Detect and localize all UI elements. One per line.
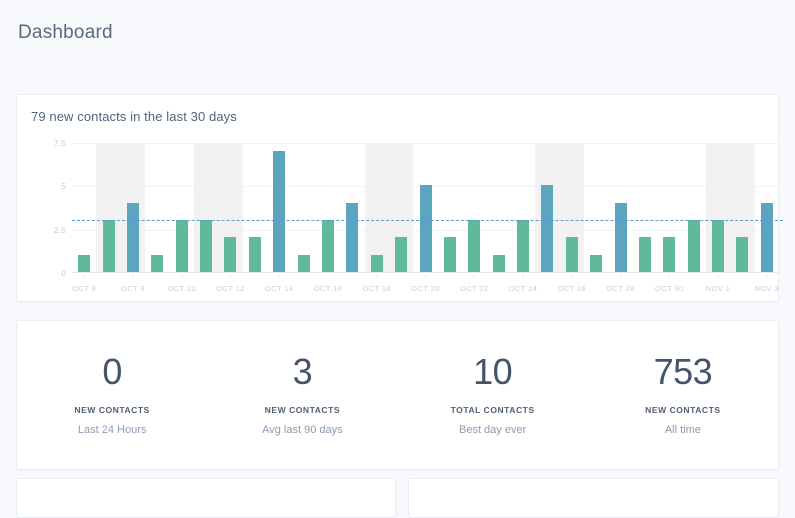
new-contacts-chart-card: 79 new contacts in the last 30 days OCT … bbox=[16, 94, 783, 303]
stat-sublabel[interactable]: Avg last 90 days bbox=[262, 423, 343, 436]
x-axis-tick-label: OCT 10 bbox=[167, 284, 196, 293]
x-axis-tick-mark bbox=[229, 274, 231, 278]
chart-area: OCT 6 OCT 8 OCT 10 OCT 12 OCT 14 OCT 16 OCT 18… bbox=[17, 135, 783, 303]
chart-bar[interactable] bbox=[175, 220, 188, 272]
x-axis-tick-label: OCT 22 bbox=[459, 284, 489, 293]
x-axis-tick-label: OCT 18 bbox=[362, 284, 391, 293]
x-axis-tick-mark bbox=[83, 274, 85, 278]
chart-bar[interactable] bbox=[687, 220, 700, 272]
x-axis-tick-label: OCT 24 bbox=[508, 284, 538, 293]
stat-tile: 3 NEW CONTACTS Avg last 90 days bbox=[207, 321, 397, 469]
chart-bar[interactable] bbox=[297, 254, 310, 272]
x-axis-tick-mark bbox=[766, 274, 768, 278]
chart-bar[interactable] bbox=[273, 150, 286, 272]
chart-bar[interactable] bbox=[663, 237, 676, 272]
chart-bar[interactable] bbox=[370, 254, 383, 272]
chart-title: 79 new contacts in the last 30 days bbox=[31, 109, 237, 124]
gridline bbox=[72, 143, 779, 144]
chart-bar[interactable] bbox=[760, 202, 773, 272]
bar-chart-plot: OCT 6 OCT 8 OCT 10 OCT 12 OCT 14 OCT 16 OCT 18… bbox=[54, 139, 783, 293]
chart-bar[interactable] bbox=[78, 254, 91, 272]
chart-bar[interactable] bbox=[200, 220, 213, 272]
stat-label: NEW CONTACTS bbox=[74, 404, 150, 415]
chart-bar[interactable] bbox=[248, 237, 261, 272]
page-title: Dashboard bbox=[18, 22, 113, 43]
chart-bar[interactable] bbox=[492, 254, 505, 272]
chart-bar[interactable] bbox=[443, 237, 456, 272]
chart-bar[interactable] bbox=[321, 220, 334, 272]
stat-tile: 10 TOTAL CONTACTS Best day ever bbox=[398, 321, 588, 469]
x-axis-tick-label: OCT 6 bbox=[72, 284, 97, 293]
stat-value: 0 bbox=[102, 351, 122, 392]
chart-bar[interactable] bbox=[102, 220, 115, 272]
stat-value: 10 bbox=[473, 351, 513, 392]
stat-tile: 753 NEW CONTACTS All time bbox=[588, 321, 778, 469]
y-axis-tick-label: 7.5 bbox=[53, 139, 66, 148]
chart-bar[interactable] bbox=[468, 220, 481, 272]
chart-bar[interactable] bbox=[565, 237, 578, 272]
x-axis-tick-mark bbox=[132, 274, 134, 278]
y-axis-tick-label: 0 bbox=[61, 269, 66, 278]
chart-bar[interactable] bbox=[590, 254, 603, 272]
stat-value: 753 bbox=[653, 351, 713, 392]
chart-bar[interactable] bbox=[736, 237, 749, 272]
x-axis-tick-label: OCT 14 bbox=[264, 284, 294, 293]
x-axis-tick-label: OCT 16 bbox=[313, 284, 343, 293]
stat-label: TOTAL CONTACTS bbox=[450, 404, 535, 415]
x-axis-tick-label: OCT 8 bbox=[120, 284, 145, 293]
stat-label: NEW CONTACTS bbox=[264, 404, 341, 415]
chart-bar[interactable] bbox=[224, 237, 237, 272]
y-axis-tick-label: 2.5 bbox=[53, 225, 66, 235]
chart-bar[interactable] bbox=[517, 220, 530, 272]
average-reference-line bbox=[72, 220, 783, 221]
x-axis-tick-label: OCT 28 bbox=[606, 284, 635, 293]
y-axis-tick-label: 5 bbox=[61, 182, 66, 192]
x-axis-tick-label: OCT 20 bbox=[411, 284, 440, 293]
x-axis-tick-mark bbox=[376, 274, 378, 278]
chart-bar[interactable] bbox=[614, 202, 627, 272]
stat-sublabel[interactable]: All time bbox=[664, 423, 701, 436]
x-axis-tick-label: OCT 30 bbox=[655, 284, 684, 293]
stat-sublabel[interactable]: Best day ever bbox=[458, 423, 527, 436]
bottom-card-left bbox=[16, 478, 396, 518]
x-axis-tick-mark bbox=[181, 274, 183, 278]
stat-label: NEW CONTACTS bbox=[645, 404, 721, 415]
chart-bar[interactable] bbox=[395, 237, 408, 272]
x-axis-tick-label: OCT 12 bbox=[216, 284, 245, 293]
x-axis-tick-mark bbox=[571, 274, 573, 278]
stat-tile: 0 NEW CONTACTS Last 24 Hours bbox=[17, 321, 207, 469]
x-axis-tick-label: NOV 1 bbox=[705, 284, 731, 293]
x-axis-tick-mark bbox=[717, 274, 719, 278]
summary-stats-card: 0 NEW CONTACTS Last 24 Hours 3 NEW CONTACTS A… bbox=[16, 320, 779, 470]
chart-bar[interactable] bbox=[346, 202, 359, 272]
x-axis-tick-mark bbox=[522, 274, 524, 278]
x-axis-tick-label: OCT 26 bbox=[557, 284, 587, 293]
x-axis-tick-mark bbox=[473, 274, 475, 278]
x-axis-tick-mark bbox=[327, 274, 329, 278]
x-axis-tick-mark bbox=[425, 274, 426, 278]
chart-bar[interactable] bbox=[712, 220, 725, 272]
x-axis-tick-label: NOV 3 bbox=[754, 284, 780, 293]
chart-bar[interactable] bbox=[419, 185, 432, 272]
axis-baseline bbox=[72, 272, 779, 273]
stat-value: 3 bbox=[292, 351, 313, 392]
chart-bar[interactable] bbox=[151, 254, 164, 272]
x-axis-tick-mark bbox=[668, 274, 670, 278]
chart-bar[interactable] bbox=[126, 202, 139, 272]
x-axis-tick-mark bbox=[278, 274, 280, 278]
chart-bar[interactable] bbox=[541, 185, 554, 272]
chart-bar[interactable] bbox=[638, 237, 651, 272]
bottom-card-right bbox=[408, 478, 779, 518]
stat-sublabel[interactable]: Last 24 Hours bbox=[77, 423, 147, 436]
x-axis-tick-mark bbox=[620, 274, 622, 278]
